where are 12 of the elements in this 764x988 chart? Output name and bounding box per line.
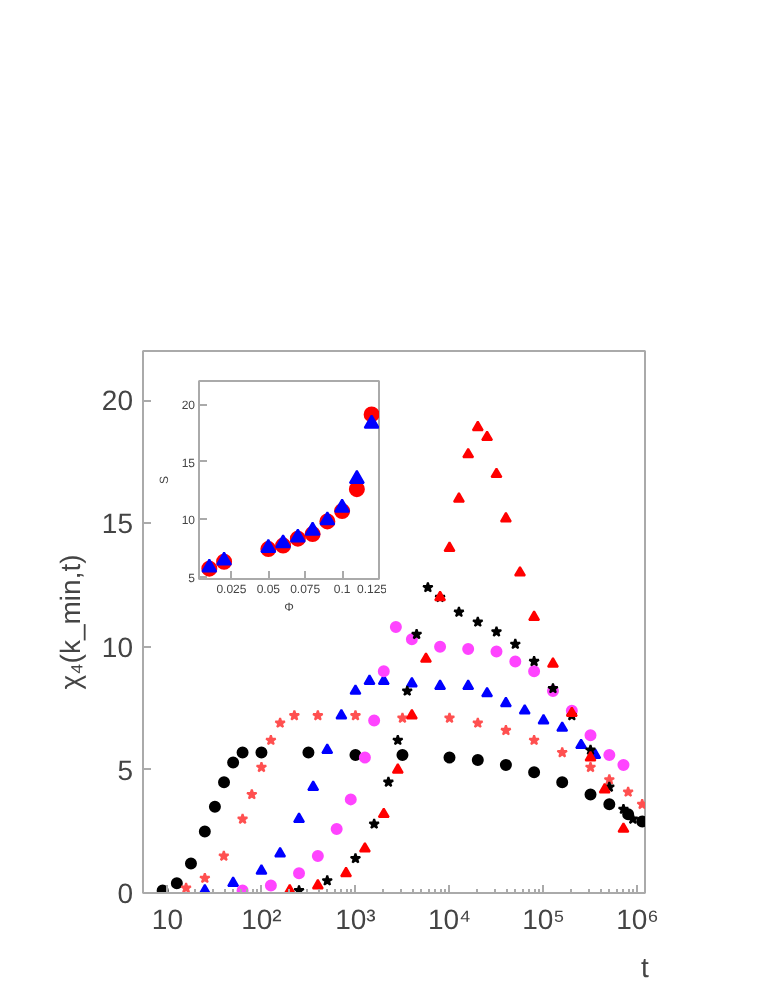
x-axis-title: t: [641, 951, 650, 983]
y-tick-label: 15: [101, 507, 134, 540]
y-tick-label: 10: [101, 630, 134, 663]
y-axis-title: χ₄(k_min,t): [53, 554, 86, 690]
y-tick-label: 5: [117, 753, 134, 786]
x-tick-label: 10⁵: [522, 903, 565, 935]
x-tick-label: 10³: [335, 903, 377, 935]
x-tick-label: 10²: [241, 903, 283, 935]
x-tick-label: 10⁶: [616, 903, 659, 935]
y-tick-label: 0: [117, 877, 134, 909]
x-tick-label: 10⁴: [427, 903, 472, 935]
y-tick-label: 20: [101, 384, 134, 417]
